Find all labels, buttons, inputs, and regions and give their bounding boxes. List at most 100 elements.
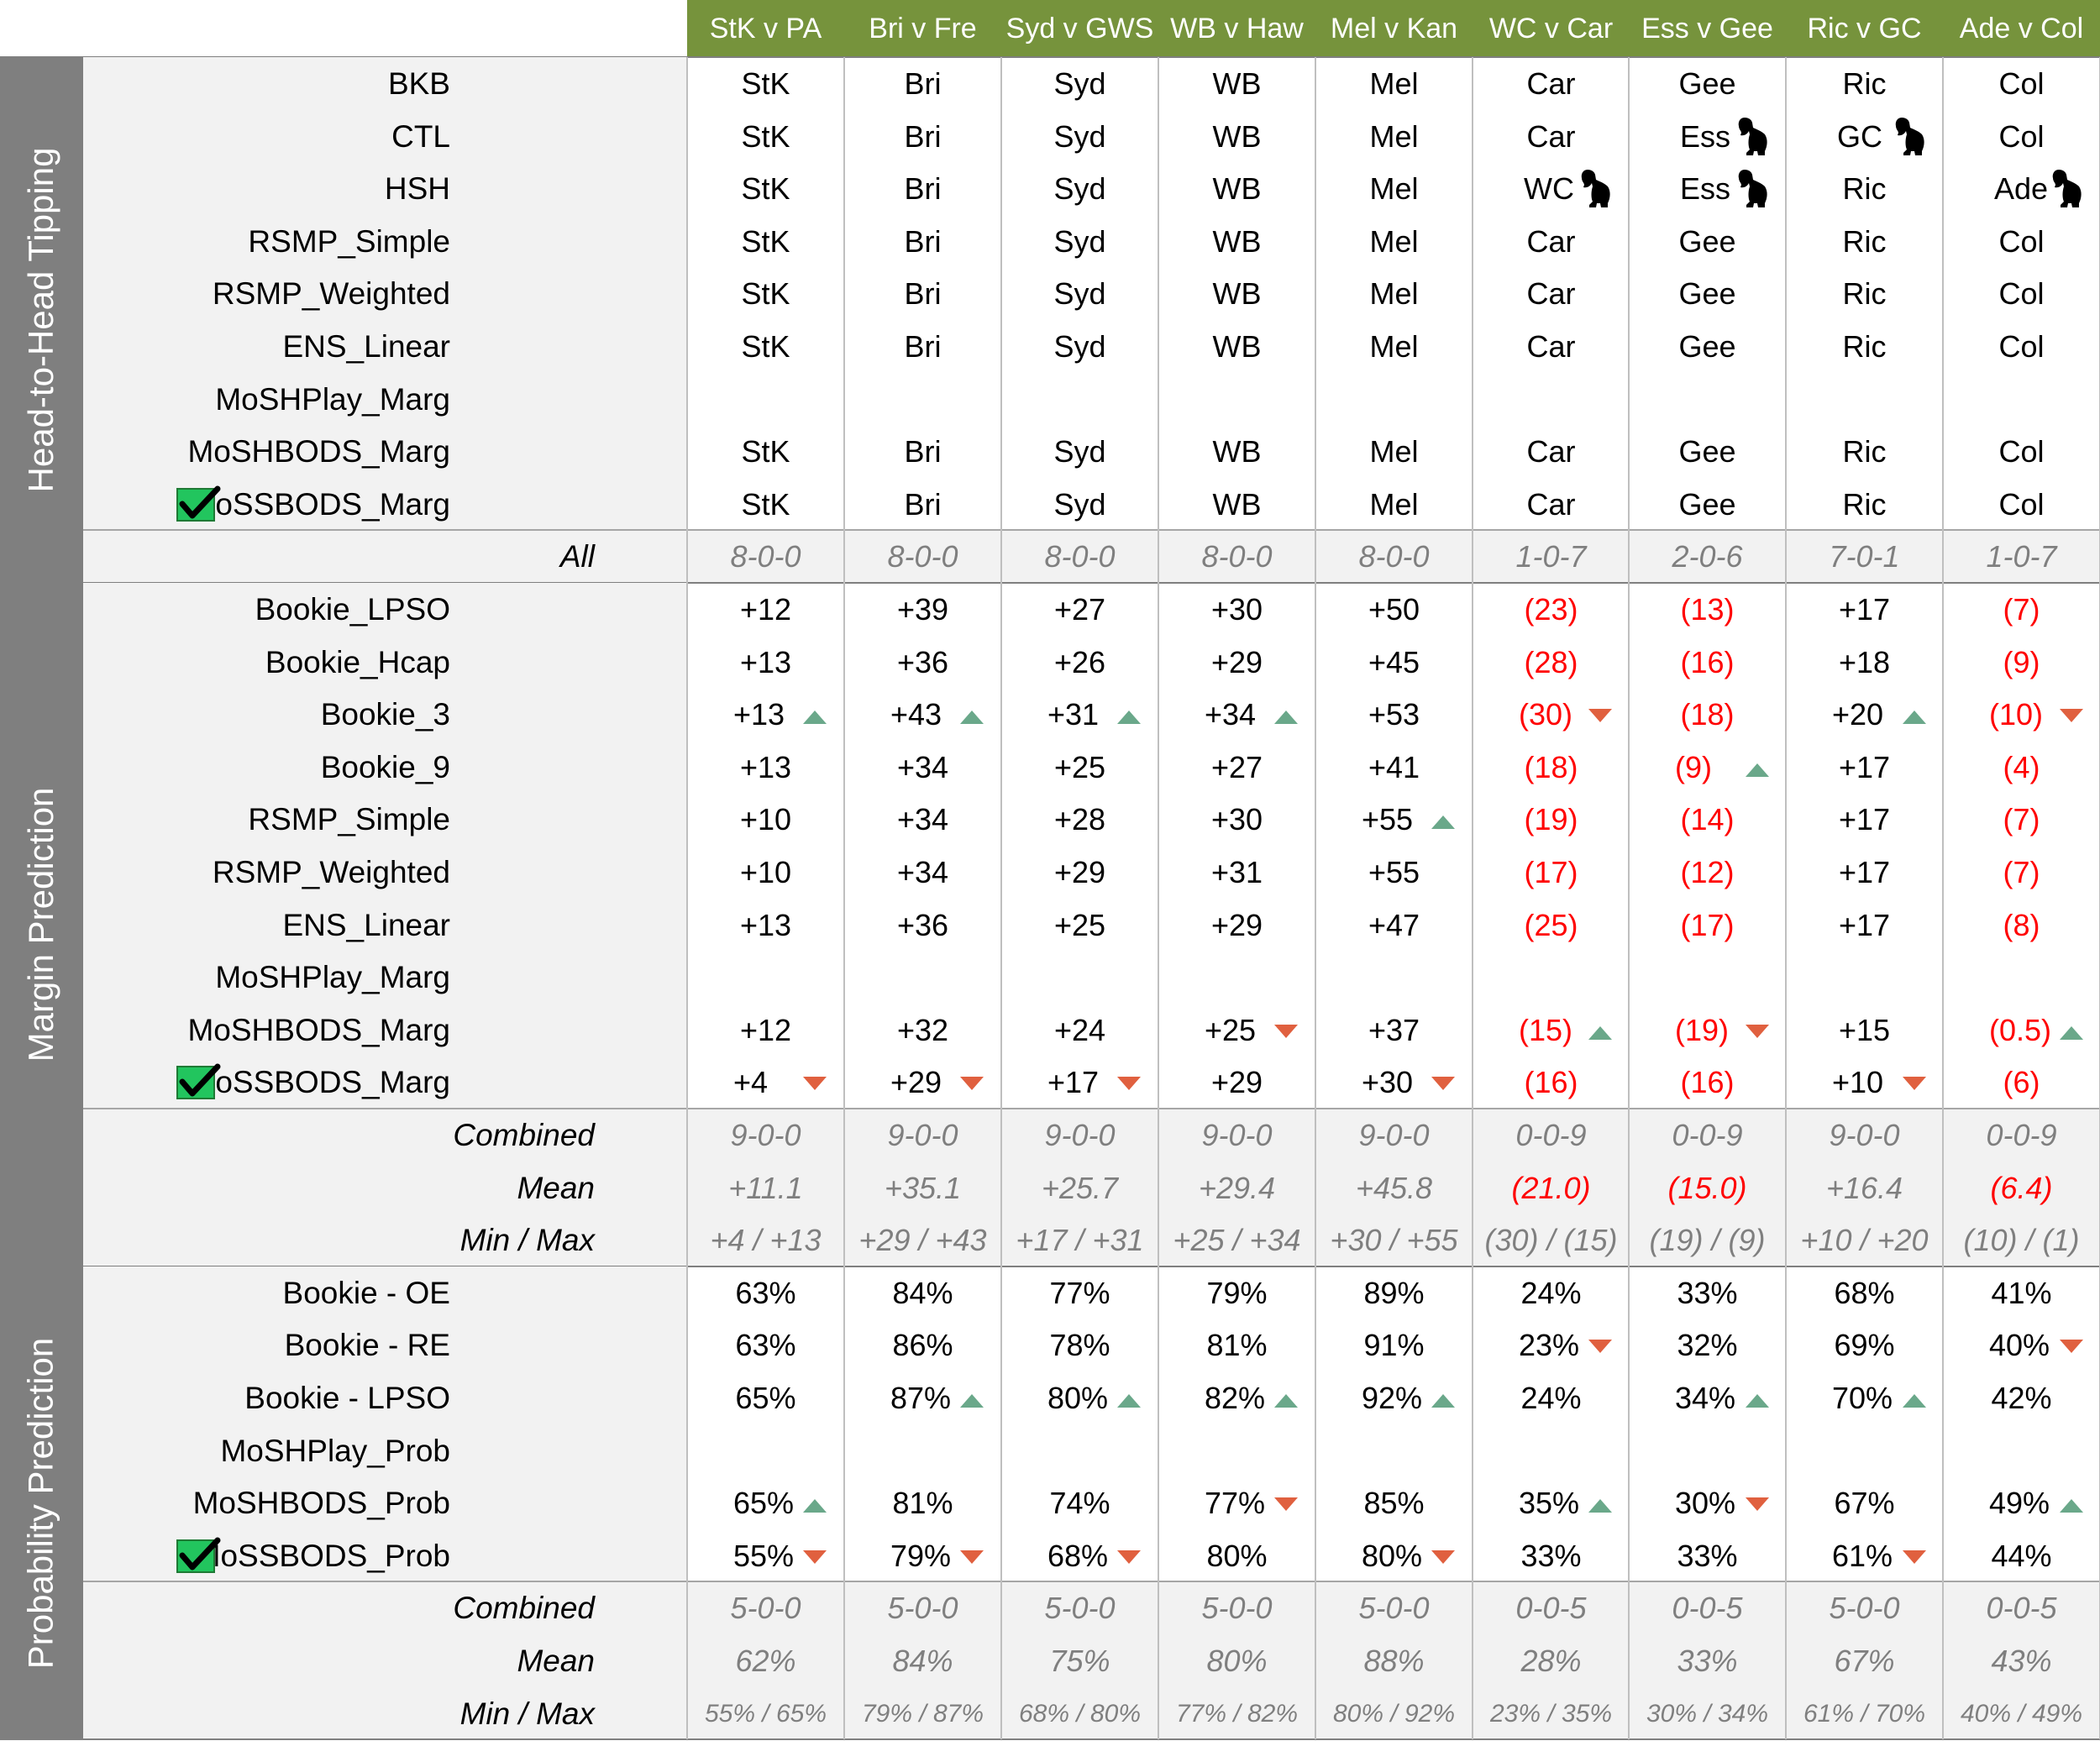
table-cell <box>687 951 844 1004</box>
section-band <box>0 1266 82 1739</box>
column-gridline <box>1000 583 1002 1266</box>
row-label: MoSHPlay_Marg <box>215 959 450 994</box>
table-cell: +43 <box>890 696 942 732</box>
table-cell: +13 <box>739 749 792 784</box>
arrow-down-icon <box>1746 1025 1769 1038</box>
arrow-down-icon <box>1746 1497 1769 1511</box>
table-cell: Ade <box>1994 170 2049 206</box>
table-cell: Bri <box>904 170 942 206</box>
table-cell: Gee <box>1678 486 1736 522</box>
table-cell <box>687 373 844 426</box>
table-cell: +53 <box>1368 696 1420 732</box>
column-gridline <box>1628 57 1630 583</box>
table-cell: Gee <box>1678 433 1736 469</box>
table-cell: WB <box>1212 328 1262 364</box>
summary-cell: 77% / 82% <box>1175 1699 1299 1728</box>
table-cell: 68% <box>1047 1538 1109 1573</box>
table-cell: +25 <box>1053 749 1106 784</box>
table-cell: (15) <box>1519 1012 1573 1047</box>
table-cell: +29 <box>1210 1064 1263 1099</box>
table-cell: 33% <box>1520 1538 1582 1573</box>
column-gridline <box>843 1266 845 1739</box>
table-cell: +10 <box>739 854 792 889</box>
table-cell: Col <box>1998 223 2045 259</box>
table-cell: +45 <box>1368 644 1420 679</box>
arrow-down-icon <box>2060 709 2083 722</box>
row-label: Bookie - RE <box>284 1327 450 1362</box>
table-cell: 79% <box>1206 1275 1268 1310</box>
table-cell: WB <box>1212 170 1262 206</box>
summary-cell: +30 / +55 <box>1330 1222 1458 1257</box>
table-cell: (12) <box>1680 854 1735 889</box>
table-cell: WB <box>1212 223 1262 259</box>
summary-cell: (10) / (1) <box>1963 1222 2080 1257</box>
table-cell: 24% <box>1520 1380 1582 1415</box>
table-cell: 34% <box>1675 1380 1736 1415</box>
table-cell: +50 <box>1368 591 1420 627</box>
summary-label: Min / Max <box>459 1222 595 1257</box>
arrow-down-icon <box>1117 1077 1141 1090</box>
row-label: MoSHPlay_Prob <box>220 1433 450 1468</box>
table-cell: (16) <box>1680 1064 1735 1099</box>
table-cell: 49% <box>1989 1485 2050 1520</box>
column-gridline <box>1942 57 1944 583</box>
table-cell: (0.5) <box>1989 1012 2052 1047</box>
table-cell: Col <box>1998 118 2045 154</box>
table-cell: (28) <box>1524 644 1578 679</box>
table-cell: 42% <box>1991 1380 2052 1415</box>
arrow-down-icon <box>1588 709 1612 722</box>
table-cell: Ric <box>1842 328 1887 364</box>
summary-cell: 1-0-7 <box>1515 538 1587 574</box>
table-cell: 68% <box>1834 1275 1895 1310</box>
arrow-up-icon <box>2060 1026 2083 1040</box>
summary-cell: (15.0) <box>1667 1170 1747 1205</box>
arrow-up-icon <box>2060 1499 2083 1513</box>
summary-cell: 9-0-0 <box>887 1117 958 1152</box>
table-cell: +36 <box>896 907 949 942</box>
table-cell <box>1943 1424 2100 1477</box>
row-label: RSMP_Weighted <box>212 275 450 311</box>
column-header: Ess v Gee <box>1629 0 1786 57</box>
table-cell: (13) <box>1680 591 1735 627</box>
arrow-up-icon <box>1117 1394 1141 1408</box>
column-gridline <box>1000 1266 1002 1739</box>
table-cell: Gee <box>1678 328 1736 364</box>
section-title: Margin Prediction <box>21 787 60 1062</box>
column-gridline <box>1000 57 1002 583</box>
table-cell: +55 <box>1362 801 1414 836</box>
table-cell: Bri <box>904 66 942 101</box>
arrow-down-icon <box>1903 1550 1926 1564</box>
row-label: Bookie - LPSO <box>244 1380 450 1415</box>
section-divider <box>0 1266 2100 1267</box>
summary-cell: +4 / +13 <box>710 1222 822 1257</box>
table-cell: 30% <box>1675 1485 1736 1520</box>
column-header: Mel v Kan <box>1315 0 1473 57</box>
table-cell: WC <box>1524 170 1574 206</box>
summary-cell: 61% / 70% <box>1803 1699 1926 1728</box>
section-band <box>0 57 82 583</box>
table-cell: (14) <box>1680 801 1735 836</box>
summary-cell: (19) / (9) <box>1649 1222 1766 1257</box>
table-cell: Car <box>1526 486 1576 522</box>
summary-cell: +35.1 <box>884 1170 962 1205</box>
table-cell: Col <box>1998 275 2045 311</box>
table-cell <box>1629 951 1786 1004</box>
table-cell: +25 <box>1053 907 1106 942</box>
table-cell: (8) <box>2003 907 2040 942</box>
summary-cell: 33% <box>1677 1643 1738 1678</box>
table-cell: (10) <box>1989 696 2044 732</box>
table-cell: Gee <box>1678 66 1736 101</box>
summary-cell: +45.8 <box>1355 1170 1433 1205</box>
table-cell: Ric <box>1842 275 1887 311</box>
column-header: StK v PA <box>687 0 844 57</box>
summary-divider <box>82 1581 2100 1582</box>
row-label: MoSSBODS_Prob <box>194 1538 450 1573</box>
table-cell: (23) <box>1524 591 1578 627</box>
table-cell <box>1473 951 1630 1004</box>
table-cell: 77% <box>1205 1485 1266 1520</box>
table-cell: Mel <box>1369 66 1419 101</box>
summary-cell: 80% / 92% <box>1332 1699 1456 1728</box>
table-cell <box>1158 1424 1315 1477</box>
table-cell: +13 <box>739 907 792 942</box>
row-label: Bookie_LPSO <box>255 591 450 627</box>
